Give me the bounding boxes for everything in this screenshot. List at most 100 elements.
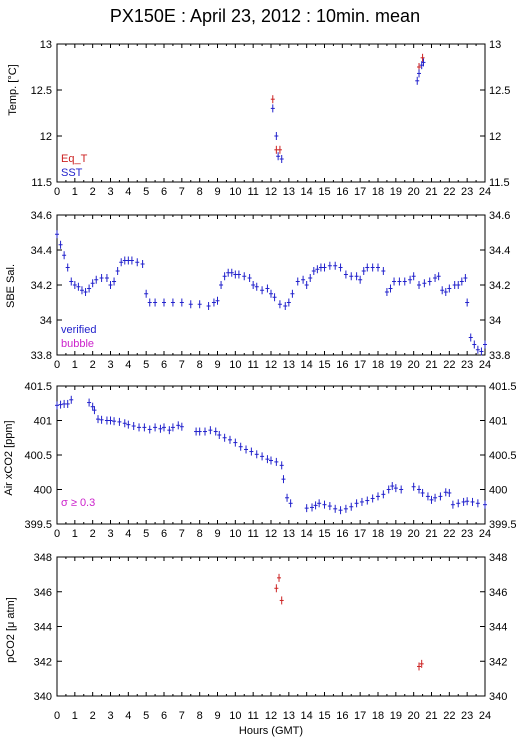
panel-temperature: 0 1 2 3 4 5 6 7 8 9 10 11 12 13 14 15 16 17 18 19 20 21 22 23 24… [7, 39, 510, 198]
data-point [277, 573, 282, 582]
data-point [397, 277, 402, 286]
x-tick-label: 1 [72, 710, 78, 722]
data-point [236, 270, 241, 279]
y-tick-label: 34.2 [31, 280, 52, 292]
x-tick-label: 4 [125, 186, 131, 198]
data-point [283, 302, 288, 310]
data-point [269, 456, 273, 465]
data-point [179, 298, 184, 307]
data-point [269, 289, 273, 298]
data-point [158, 424, 163, 433]
x-tick-label: 6 [161, 359, 167, 371]
data-point [126, 420, 131, 429]
y-tick-label-right: 12.5 [489, 85, 510, 97]
x-tick-label: 2 [90, 528, 96, 540]
plot-frame [56, 385, 486, 525]
data-point [188, 300, 193, 309]
data-point [72, 281, 77, 289]
plot-frame [56, 556, 486, 697]
x-tick-label: 0 [54, 186, 60, 198]
data-point [90, 279, 95, 288]
x-tick-label: 11 [247, 186, 258, 198]
data-point [247, 274, 252, 282]
x-tick-label: 23 [461, 186, 473, 198]
x-tick-label: 24 [479, 186, 491, 198]
data-point [421, 58, 426, 67]
data-point [483, 340, 487, 349]
data-point [422, 279, 427, 288]
data-point [142, 423, 147, 432]
x-tick-label: 3 [107, 359, 113, 371]
data-point [122, 419, 127, 428]
x-tick-label: 1 [72, 186, 78, 198]
data-point [463, 274, 468, 282]
data-point [55, 230, 59, 239]
data-point [408, 275, 413, 284]
y-tick-label: 348 [34, 552, 52, 564]
data-point [226, 268, 231, 277]
y-tick-label: 34.4 [31, 245, 52, 257]
data-point [361, 267, 366, 275]
x-tick-label: 21 [425, 186, 437, 198]
data-point [465, 497, 470, 506]
data-point [311, 267, 316, 275]
data-point [304, 281, 309, 289]
data-point [129, 256, 134, 265]
y-tick-label: 34 [40, 315, 52, 327]
x-tick-label: 5 [143, 710, 149, 722]
data-point [126, 256, 131, 265]
y-axis-label-sal: SBE Sal. [5, 264, 17, 308]
y-tick-label: 401 [34, 416, 52, 428]
data-point [376, 492, 380, 501]
x-tick-label: 8 [197, 359, 203, 371]
y-tick-label: 12 [40, 131, 52, 143]
data-point [244, 445, 249, 454]
data-point [251, 281, 256, 289]
data-point [388, 284, 393, 293]
legend-sigma: σ ≥ 0.3 [61, 497, 95, 509]
x-tick-label: 14 [301, 528, 313, 540]
data-point [338, 263, 343, 272]
x-tick-label: 12 [265, 359, 277, 371]
x-tick-label: 13 [283, 359, 295, 371]
x-axis-label: Hours (GMT) [239, 725, 303, 737]
data-point [456, 499, 461, 508]
data-point [274, 145, 279, 154]
y-tick-label: 399.5 [24, 519, 52, 531]
data-point [456, 281, 461, 289]
y-tick-label: 12.5 [31, 85, 52, 97]
data-point [222, 433, 227, 442]
data-point [254, 282, 259, 291]
x-tick-label: 9 [214, 359, 220, 371]
data-point [354, 499, 359, 508]
data-point [147, 425, 152, 434]
x-tick-label: 18 [372, 186, 384, 198]
x-tick-label: 15 [318, 528, 330, 540]
data-point [277, 145, 282, 154]
data-point [170, 423, 175, 432]
data-point [99, 274, 104, 282]
x-tick-label: 9 [214, 186, 220, 198]
data-point [62, 251, 67, 260]
x-tick-label: 12 [265, 710, 277, 722]
y-tick-label-right: 348 [489, 552, 507, 564]
x-tick-label: 23 [461, 710, 473, 722]
data-point [468, 333, 473, 342]
data-point [475, 499, 480, 508]
x-tick-label: 24 [479, 710, 491, 722]
x-tick-label: 20 [408, 710, 420, 722]
y-tick-label-right: 34.2 [489, 280, 510, 292]
data-point [76, 282, 81, 291]
data-point [436, 272, 441, 281]
y-tick-label-right: 401 [489, 416, 507, 428]
y-tick-label-right: 400.5 [489, 450, 517, 462]
x-tick-label: 17 [354, 710, 366, 722]
data-point [433, 274, 438, 282]
data-point [219, 281, 224, 289]
legend-verified: verified [61, 324, 96, 336]
data-point [108, 281, 113, 289]
data-point [249, 447, 254, 456]
y-tick-label-right: 13 [489, 39, 501, 51]
y-tick-label: 401.5 [24, 381, 52, 393]
data-point [119, 258, 124, 267]
